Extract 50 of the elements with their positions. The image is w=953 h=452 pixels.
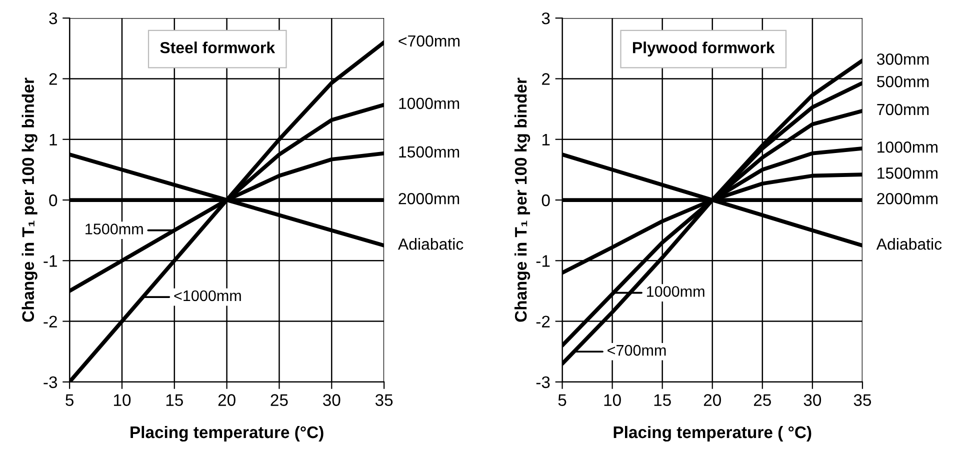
x-tick-label: 25 bbox=[754, 394, 771, 406]
series-label: 1500mm bbox=[878, 168, 938, 179]
x-tick-label: 20 bbox=[218, 394, 236, 406]
text: Plywood formwork bbox=[632, 42, 775, 56]
y-tick-label: -3 bbox=[44, 376, 58, 388]
y-tick-label: 0 bbox=[542, 194, 550, 206]
series-label: 300mm bbox=[876, 54, 929, 65]
y-tick-label: 3 bbox=[542, 12, 550, 24]
x-tick-label: 35 bbox=[854, 394, 872, 406]
x-tick-label: 10 bbox=[114, 394, 131, 406]
annotation: 1000mm bbox=[647, 286, 704, 297]
x-tick-label: 15 bbox=[166, 394, 183, 406]
x-axis-title: Placing temperature (°C) bbox=[130, 426, 324, 442]
series-label: 1500mm bbox=[399, 146, 460, 158]
x-axis-title: Placing temperature ( °C) bbox=[614, 426, 812, 442]
x-tick-label: 10 bbox=[604, 394, 621, 406]
y-tick-label: -1 bbox=[536, 255, 550, 267]
series-label: 1000mm bbox=[878, 141, 938, 153]
series-label: 700mm bbox=[877, 104, 929, 116]
annotation: 1500mm bbox=[86, 224, 143, 234]
x-tick-label: 25 bbox=[270, 394, 288, 406]
y-tick-label: 0 bbox=[49, 194, 58, 206]
series-label: 500mm bbox=[876, 76, 929, 88]
series-label: <700mm bbox=[398, 35, 460, 47]
y-tick-label: 3 bbox=[49, 12, 58, 24]
y-tick-label: 1 bbox=[542, 134, 550, 146]
text: Steel formwork bbox=[160, 42, 276, 54]
series-label: 1000mm bbox=[399, 98, 460, 110]
y-tick-label: -2 bbox=[44, 316, 57, 328]
y-tick-label: -2 bbox=[536, 316, 550, 328]
annotation: <700mm bbox=[608, 344, 666, 356]
x-tick-label: 30 bbox=[804, 394, 822, 406]
x-tick-label: 20 bbox=[704, 394, 721, 406]
series-label: 2000mm bbox=[877, 192, 938, 204]
x-tick-label: 5 bbox=[558, 394, 566, 406]
y-tick-label: 1 bbox=[50, 134, 57, 146]
y-tick-label: 2 bbox=[49, 73, 57, 85]
series-label: Adiabatic bbox=[876, 238, 942, 250]
series-label: 2000mm bbox=[398, 192, 460, 204]
y-tick-label: -3 bbox=[536, 376, 550, 388]
annotation: <1000mm bbox=[174, 290, 241, 302]
y-axis-title: Change in T₁ per 100 kg binder bbox=[22, 78, 38, 322]
x-tick-label: 15 bbox=[654, 394, 671, 406]
x-tick-label: 30 bbox=[323, 394, 340, 406]
y-axis-title: Change in T₁ per 100 kg binder bbox=[514, 78, 530, 322]
x-tick-label: 35 bbox=[375, 394, 393, 406]
y-tick-label: -1 bbox=[44, 255, 57, 267]
series-label: Adiabatic bbox=[398, 238, 464, 250]
x-tick-label: 5 bbox=[66, 394, 74, 406]
y-tick-label: 2 bbox=[542, 73, 550, 85]
